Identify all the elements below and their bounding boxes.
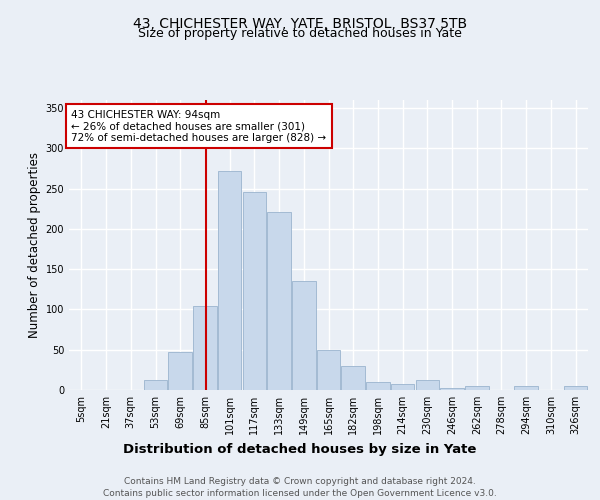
Bar bbox=[193, 306, 217, 390]
Bar bbox=[416, 380, 439, 390]
Bar bbox=[514, 386, 538, 390]
Text: Contains public sector information licensed under the Open Government Licence v3: Contains public sector information licen… bbox=[103, 489, 497, 498]
Bar bbox=[564, 386, 587, 390]
Text: Distribution of detached houses by size in Yate: Distribution of detached houses by size … bbox=[124, 442, 476, 456]
Bar bbox=[268, 212, 291, 390]
Bar bbox=[465, 386, 488, 390]
Bar bbox=[440, 388, 464, 390]
Bar bbox=[391, 384, 415, 390]
Bar bbox=[317, 350, 340, 390]
Text: 43 CHICHESTER WAY: 94sqm
← 26% of detached houses are smaller (301)
72% of semi-: 43 CHICHESTER WAY: 94sqm ← 26% of detach… bbox=[71, 110, 326, 143]
Bar bbox=[292, 281, 316, 390]
Bar bbox=[169, 352, 192, 390]
Text: 43, CHICHESTER WAY, YATE, BRISTOL, BS37 5TB: 43, CHICHESTER WAY, YATE, BRISTOL, BS37 … bbox=[133, 18, 467, 32]
Bar bbox=[242, 192, 266, 390]
Text: Size of property relative to detached houses in Yate: Size of property relative to detached ho… bbox=[138, 28, 462, 40]
Bar bbox=[218, 171, 241, 390]
Bar bbox=[341, 366, 365, 390]
Bar bbox=[144, 380, 167, 390]
Bar bbox=[366, 382, 389, 390]
Y-axis label: Number of detached properties: Number of detached properties bbox=[28, 152, 41, 338]
Text: Contains HM Land Registry data © Crown copyright and database right 2024.: Contains HM Land Registry data © Crown c… bbox=[124, 478, 476, 486]
